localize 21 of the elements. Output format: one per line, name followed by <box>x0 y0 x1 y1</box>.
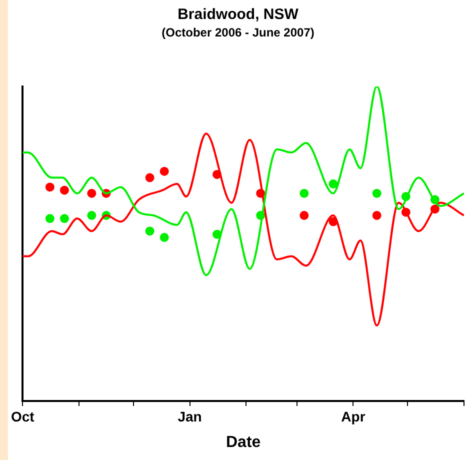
point <box>60 186 69 195</box>
point <box>145 173 154 182</box>
chart-subtitle: (October 2006 - June 2007) <box>162 26 314 40</box>
point <box>145 226 154 236</box>
x-tick-label: Apr <box>341 408 366 424</box>
x-tick-label: Jan <box>178 408 202 424</box>
point <box>87 210 96 220</box>
point <box>60 214 69 224</box>
point <box>160 166 169 176</box>
chart-title: Braidwood, NSW <box>178 6 300 24</box>
point <box>372 210 382 220</box>
point <box>160 232 169 242</box>
point <box>45 214 54 224</box>
point <box>300 210 309 220</box>
point <box>300 188 309 198</box>
point <box>328 179 338 188</box>
x-axis-title: Date <box>226 434 261 451</box>
x-tick-label: Oct <box>10 408 35 424</box>
point <box>45 182 54 192</box>
point <box>372 188 382 198</box>
point <box>87 188 96 198</box>
